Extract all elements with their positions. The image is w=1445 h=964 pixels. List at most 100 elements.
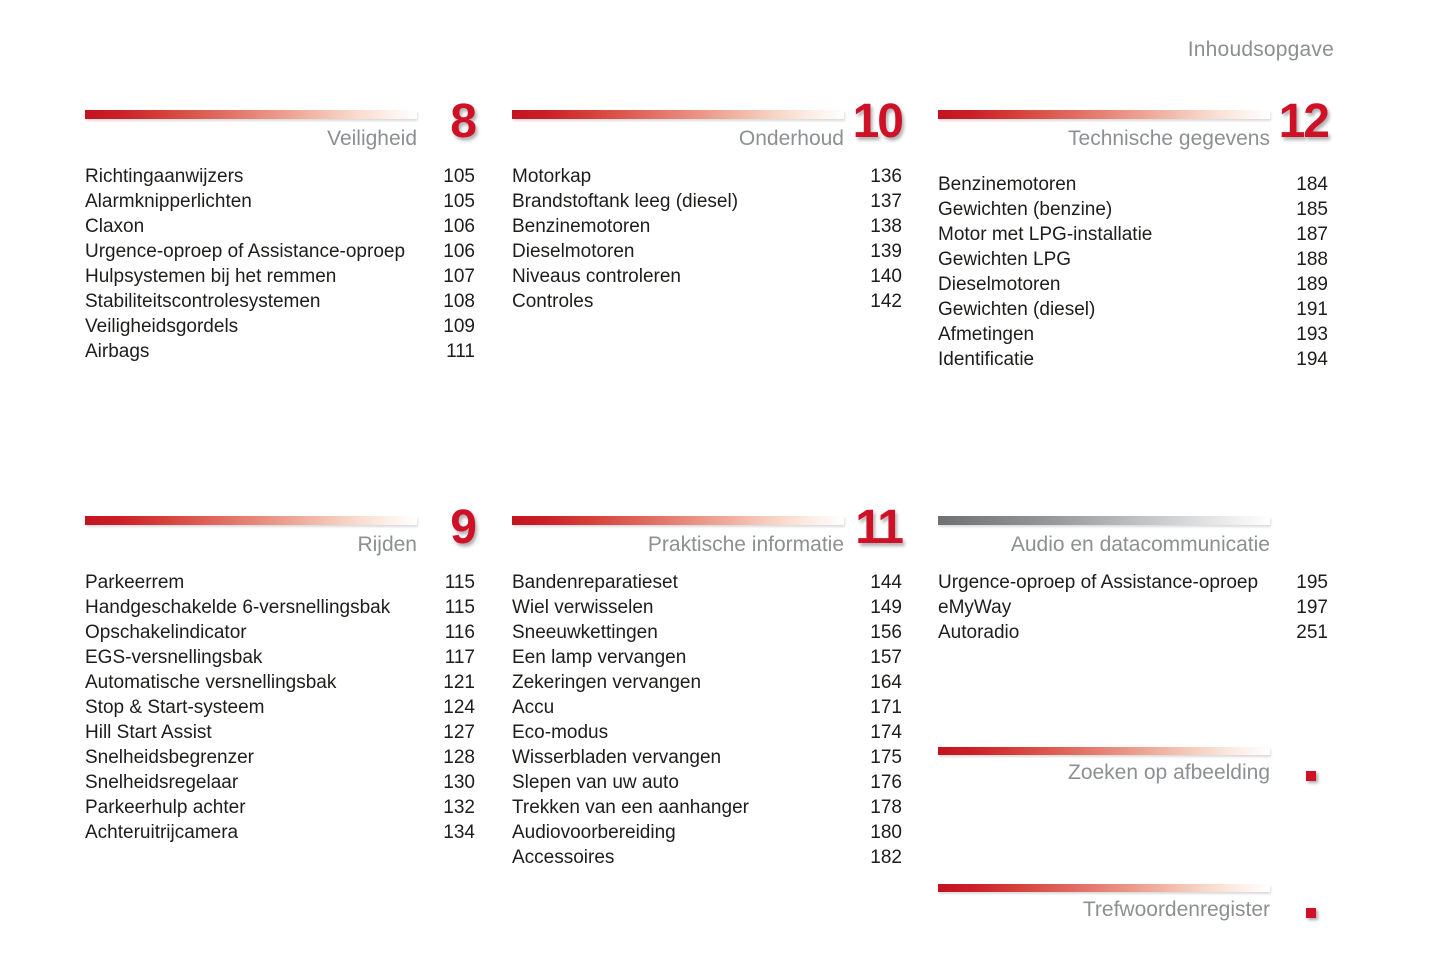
toc-entry[interactable]: Wiel verwisselen 149 xyxy=(512,595,902,620)
toc-entry[interactable]: Alarmknipperlichten 105 xyxy=(85,189,475,214)
toc-entry-page: 107 xyxy=(443,266,475,287)
section-title: Audio en datacommunicatie xyxy=(1010,533,1270,556)
toc-entry-label: Alarmknipperlichten xyxy=(85,191,252,212)
toc-entry[interactable]: Motorkap 136 xyxy=(512,164,902,189)
gradient-bar xyxy=(938,110,1270,119)
toc-entry[interactable]: Urgence-oproep of Assistance-oproep 106 xyxy=(85,239,475,264)
toc-entry-page: 105 xyxy=(443,191,475,212)
toc-entry-page: 191 xyxy=(1296,299,1328,320)
chapter-number: 10 xyxy=(852,95,904,148)
toc-entry-page: 106 xyxy=(443,216,475,237)
toc-entry-label: Wisserbladen vervangen xyxy=(512,747,722,768)
toc-entry[interactable]: Controles 142 xyxy=(512,289,902,314)
toc-entry[interactable]: Stabiliteitscontrolesystemen 108 xyxy=(85,289,475,314)
toc-entry-page: 108 xyxy=(443,291,475,312)
gradient-bar xyxy=(85,110,417,119)
toc-entry-label: Benzinemotoren xyxy=(512,216,651,237)
toc-entry[interactable]: Slepen van uw auto 176 xyxy=(512,770,902,795)
toc-entry-label: Gewichten (diesel) xyxy=(938,299,1096,320)
section-header: 9 Rijden xyxy=(85,504,477,570)
toc-entry[interactable]: Gewichten (diesel) 191 xyxy=(938,297,1328,322)
toc-entry-label: Handgeschakelde 6-versnellingsbak xyxy=(85,597,391,618)
section-rijden: 9 Rijden Parkeerrem 115 Handgeschakelde … xyxy=(85,504,477,845)
toc-entry-page: 137 xyxy=(870,191,902,212)
toc-entry-page: 178 xyxy=(870,797,902,818)
toc-entry[interactable]: Bandenreparatieset 144 xyxy=(512,570,902,595)
toc-entry[interactable]: Parkeerhulp achter 132 xyxy=(85,795,475,820)
toc-entry[interactable]: Trekken van een aanhanger 178 xyxy=(512,795,902,820)
toc-entry-list: Parkeerrem 115 Handgeschakelde 6-versnel… xyxy=(85,570,475,845)
gradient-bar xyxy=(512,516,844,525)
toc-entry-page: 109 xyxy=(443,316,475,337)
toc-entry[interactable]: Benzinemotoren 184 xyxy=(938,172,1328,197)
toc-entry-page: 189 xyxy=(1296,274,1328,295)
toc-entry-label: eMyWay xyxy=(938,597,1012,618)
toc-entry[interactable]: Niveaus controleren 140 xyxy=(512,264,902,289)
toc-entry-label: Identificatie xyxy=(938,349,1035,370)
toc-entry-label: Opschakelindicator xyxy=(85,622,247,643)
toc-entry[interactable]: Hill Start Assist 127 xyxy=(85,720,475,745)
toc-entry-label: Veiligheidsgordels xyxy=(85,316,239,337)
toc-entry[interactable]: Eco-modus 174 xyxy=(512,720,902,745)
toc-entry[interactable]: Afmetingen 193 xyxy=(938,322,1328,347)
toc-entry-page: 187 xyxy=(1296,224,1328,245)
toc-entry-label: Afmetingen xyxy=(938,324,1035,345)
toc-entry[interactable]: Richtingaanwijzers 105 xyxy=(85,164,475,189)
section-onderhoud: 10 Onderhoud Motorkap 136 Brandstoftank … xyxy=(512,98,904,314)
toc-entry[interactable]: Parkeerrem 115 xyxy=(85,570,475,595)
toc-entry[interactable]: Autoradio 251 xyxy=(938,620,1328,645)
toc-entry-list: Benzinemotoren 184 Gewichten (benzine) 1… xyxy=(938,164,1328,372)
link-zoeken-op-afbeelding[interactable]: Zoeken op afbeelding xyxy=(938,745,1328,795)
toc-entry[interactable]: Identificatie 194 xyxy=(938,347,1328,372)
toc-entry-page: 144 xyxy=(870,572,902,593)
toc-entry[interactable]: Motor met LPG-installatie 187 xyxy=(938,222,1328,247)
toc-entry[interactable]: Opschakelindicator 116 xyxy=(85,620,475,645)
toc-entry[interactable]: Accessoires 182 xyxy=(512,845,902,870)
toc-entry[interactable]: Snelheidsbegrenzer 128 xyxy=(85,745,475,770)
toc-entry[interactable]: Zekeringen vervangen 164 xyxy=(512,670,902,695)
toc-entry-label: Snelheidsbegrenzer xyxy=(85,747,255,768)
toc-entry-page: 157 xyxy=(870,647,902,668)
toc-entry-label: Slepen van uw auto xyxy=(512,772,679,793)
toc-entry-label: Snelheidsregelaar xyxy=(85,772,239,793)
toc-entry-label: Hulpsystemen bij het remmen xyxy=(85,266,337,287)
page-title: Inhoudsopgave xyxy=(1187,38,1334,61)
toc-entry-page: 195 xyxy=(1296,572,1328,593)
toc-entry-page: 106 xyxy=(443,241,475,262)
toc-entry-label: Claxon xyxy=(85,216,145,237)
toc-entry[interactable]: Veiligheidsgordels 109 xyxy=(85,314,475,339)
toc-entry-page: 175 xyxy=(870,747,902,768)
toc-entry[interactable]: Brandstoftank leeg (diesel) 137 xyxy=(512,189,902,214)
toc-entry-label: Brandstoftank leeg (diesel) xyxy=(512,191,739,212)
toc-entry[interactable]: Stop & Start-systeem 124 xyxy=(85,695,475,720)
toc-entry[interactable]: Een lamp vervangen 157 xyxy=(512,645,902,670)
toc-entry[interactable]: EGS-versnellingsbak 117 xyxy=(85,645,475,670)
chapter-number: 8 xyxy=(450,95,477,148)
toc-entry[interactable]: Urgence-oproep of Assistance-oproep 195 xyxy=(938,570,1328,595)
toc-entry-label: Niveaus controleren xyxy=(512,266,681,287)
toc-entry[interactable]: Dieselmotoren 189 xyxy=(938,272,1328,297)
toc-entry[interactable]: Dieselmotoren 139 xyxy=(512,239,902,264)
toc-entry[interactable]: Wisserbladen vervangen 175 xyxy=(512,745,902,770)
section-praktische-informatie: 11 Praktische informatie Bandenreparatie… xyxy=(512,504,904,870)
toc-entry[interactable]: Automatische versnellingsbak 121 xyxy=(85,670,475,695)
toc-entry[interactable]: Sneeuwkettingen 156 xyxy=(512,620,902,645)
toc-entry[interactable]: Handgeschakelde 6-versnellingsbak 115 xyxy=(85,595,475,620)
toc-entry[interactable]: Audiovoorbereiding 180 xyxy=(512,820,902,845)
toc-entry[interactable]: Benzinemotoren 138 xyxy=(512,214,902,239)
toc-entry[interactable]: Snelheidsregelaar 130 xyxy=(85,770,475,795)
toc-entry[interactable]: Accu 171 xyxy=(512,695,902,720)
toc-entry[interactable]: Airbags 111 xyxy=(85,339,475,364)
toc-entry[interactable]: eMyWay 197 xyxy=(938,595,1328,620)
toc-entry[interactable]: Gewichten (benzine) 185 xyxy=(938,197,1328,222)
link-trefwoordenregister[interactable]: Trefwoordenregister xyxy=(938,882,1328,932)
toc-entry-page: 116 xyxy=(444,622,475,643)
section-header: 8 Veiligheid xyxy=(85,98,477,164)
toc-entry[interactable]: Achteruitrijcamera 134 xyxy=(85,820,475,845)
toc-entry[interactable]: Hulpsystemen bij het remmen 107 xyxy=(85,264,475,289)
toc-entry[interactable]: Gewichten LPG 188 xyxy=(938,247,1328,272)
toc-entry[interactable]: Claxon 106 xyxy=(85,214,475,239)
toc-entry-label: Zekeringen vervangen xyxy=(512,672,702,693)
toc-entry-label: Stabiliteitscontrolesystemen xyxy=(85,291,321,312)
